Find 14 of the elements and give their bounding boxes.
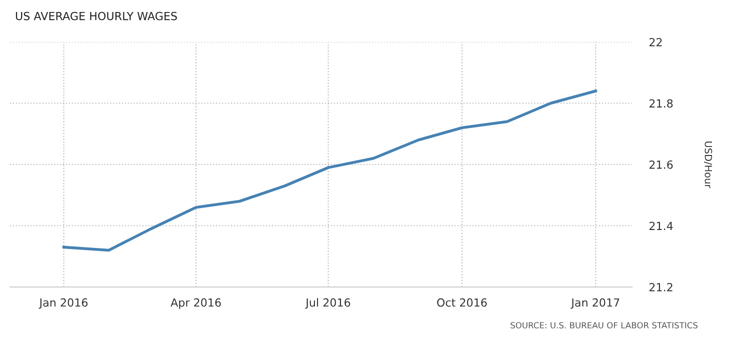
x-tick-label: Jan 2016 — [38, 298, 88, 309]
x-tick-label: Apr 2016 — [170, 298, 221, 309]
chart-title: US AVERAGE HOURLY WAGES — [16, 12, 177, 20]
source-note: SOURCE: U.S. BUREAU OF LABOR STATISTICS — [510, 322, 698, 328]
y-tick-label: 21.4 — [649, 222, 673, 230]
x-tick-label: Oct 2016 — [437, 298, 487, 307]
y-tick-label: 21.6 — [649, 160, 673, 169]
x-tick-label: Jul 2016 — [305, 298, 350, 309]
y-tick-label: 21.8 — [649, 99, 673, 108]
y-axis-title: USD/Hour — [704, 142, 712, 188]
x-tick-label: Jan 2017 — [570, 298, 620, 309]
y-tick-label: 22 — [649, 38, 662, 46]
line-series — [62, 90, 598, 252]
y-tick-label: 21.2 — [649, 282, 672, 292]
